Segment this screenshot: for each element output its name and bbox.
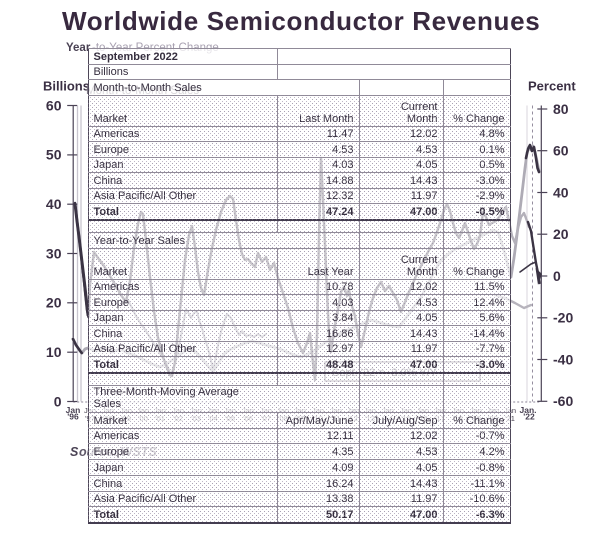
svg-text:10: 10 (46, 344, 62, 360)
svg-text:-40: -40 (553, 351, 573, 367)
svg-text:50: 50 (46, 147, 62, 163)
svg-text:Year: Year (66, 42, 91, 54)
svg-text:20: 20 (46, 295, 62, 311)
svg-text:Jan: Jan (66, 405, 81, 415)
svg-text:S: S (70, 445, 79, 459)
svg-text:40: 40 (553, 184, 569, 200)
svg-text:0: 0 (553, 268, 561, 284)
svg-text:'22: '22 (523, 412, 535, 422)
svg-text:-20: -20 (553, 310, 573, 326)
svg-text:20: 20 (553, 226, 569, 242)
svg-text:40: 40 (46, 196, 62, 212)
svg-text:80: 80 (553, 101, 569, 117)
svg-text:-60: -60 (553, 393, 573, 409)
svg-text:0: 0 (54, 393, 62, 409)
svg-text:30: 30 (46, 245, 62, 261)
svg-text:'96: '96 (67, 412, 79, 422)
svg-text:Percent: Percent (528, 79, 576, 94)
svg-text:Billions: Billions (43, 79, 90, 94)
svg-text:Jan.: Jan. (519, 405, 536, 415)
svg-text:60: 60 (46, 97, 62, 113)
svg-text:60: 60 (553, 143, 569, 159)
